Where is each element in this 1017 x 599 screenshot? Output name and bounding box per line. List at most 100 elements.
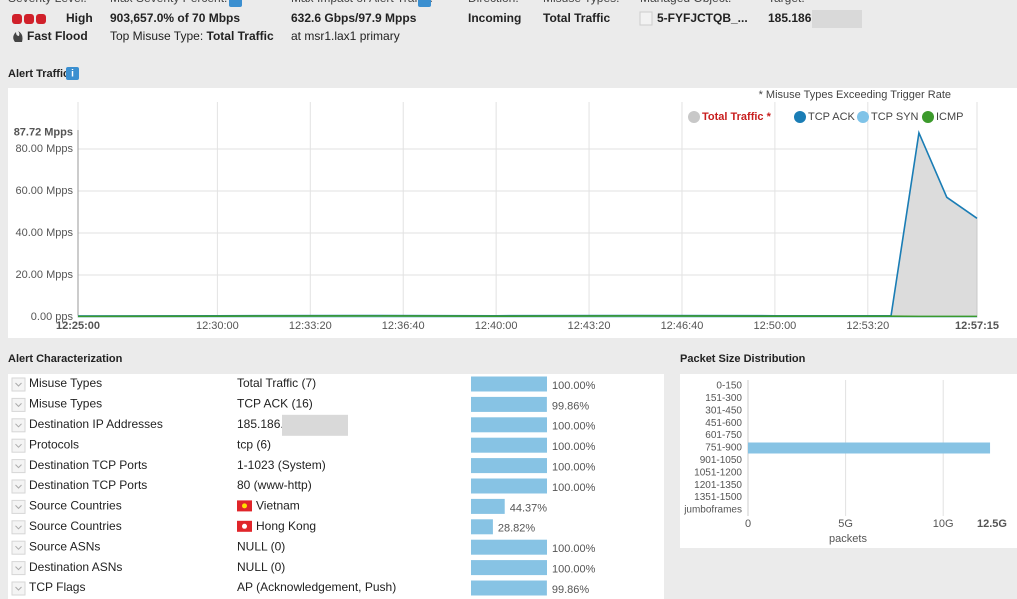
dropdown-button[interactable]	[11, 561, 26, 576]
dropdown-button[interactable]	[11, 418, 26, 433]
dropdown-caret	[15, 586, 22, 591]
severity-icon	[36, 14, 46, 24]
severity-icon	[12, 14, 22, 24]
field-label: Direction:	[468, 0, 519, 5]
redacted-box	[282, 414, 348, 436]
dropdown-caret	[15, 443, 22, 448]
row-type: Misuse Types	[29, 397, 102, 411]
row-type: Source Countries	[29, 519, 122, 533]
row-value: tcp (6)	[237, 437, 271, 451]
flag-emblem	[242, 503, 247, 509]
dropdown-button[interactable]	[11, 520, 26, 535]
dropdown-button[interactable]	[11, 397, 26, 412]
field-detail: Top Misuse Type: Total Traffic	[110, 29, 274, 43]
y-tick-label: 60.00 Mpps	[16, 185, 74, 197]
y-tick-label: 601-750	[705, 430, 742, 441]
percent-label: 99.86%	[552, 584, 590, 596]
packet-panel	[680, 374, 1017, 548]
field-label: Target:	[768, 0, 805, 5]
legend-label[interactable]: TCP ACK	[808, 111, 856, 123]
section-title: Packet Size Distribution	[680, 353, 806, 365]
dropdown-caret	[15, 566, 22, 571]
dropdown-caret	[15, 382, 22, 387]
percent-label: 100.00%	[552, 543, 596, 555]
legend-marker[interactable]	[794, 111, 806, 123]
percent-bar	[471, 396, 547, 412]
row-type: Destination ASNs	[29, 560, 122, 574]
percent-label: 44.37%	[510, 502, 548, 514]
percent-bar	[471, 560, 547, 576]
info-icon[interactable]	[229, 0, 242, 7]
row-type: Destination TCP Ports	[29, 478, 147, 492]
field-label: Max Severity Percent:	[110, 0, 227, 5]
detail-text: at msr1.lax1 primary	[291, 29, 400, 43]
legend-note: * Misuse Types Exceeding Trigger Rate	[759, 89, 951, 101]
y-tick-label: 80.00 Mpps	[16, 143, 74, 155]
section-title: Alert Traffic	[8, 68, 69, 80]
row-type: Source Countries	[29, 499, 122, 513]
percent-bar	[471, 498, 505, 514]
legend-marker[interactable]	[922, 111, 934, 123]
field-label: Max Impact of Alert Traffic:	[291, 0, 433, 5]
row-value: 1-1023 (System)	[237, 458, 326, 472]
row-type: Protocols	[29, 437, 79, 451]
dropdown-button[interactable]	[11, 479, 26, 494]
legend-label[interactable]: Total Traffic *	[702, 111, 772, 123]
x-tick-label: 12:53:20	[846, 320, 889, 332]
field-value: Total Traffic	[543, 11, 610, 25]
dropdown-button[interactable]	[639, 11, 653, 26]
detail-text: Top Misuse Type:	[110, 29, 203, 43]
y-tick-label: jumboframes	[683, 505, 742, 516]
detail-bold: Total Traffic	[207, 29, 274, 43]
dropdown-button[interactable]	[11, 581, 26, 596]
percent-label: 100.00%	[552, 564, 596, 576]
dropdown-button[interactable]	[11, 499, 26, 514]
dropdown-caret	[15, 525, 22, 530]
dropdown-button[interactable]	[11, 540, 26, 555]
y-tick-label: 1051-1200	[694, 467, 742, 478]
y-tick-label: 0.00 pps	[31, 311, 74, 323]
row-type: Misuse Types	[29, 376, 102, 390]
bar	[748, 442, 991, 454]
x-axis-label: packets	[829, 533, 867, 545]
severity-icon	[24, 14, 34, 24]
percent-bar	[471, 478, 547, 494]
legend-marker[interactable]	[857, 111, 869, 123]
info-icon[interactable]	[418, 0, 431, 7]
x-tick-label: 12:33:20	[289, 320, 332, 332]
row-type: Destination TCP Ports	[29, 458, 147, 472]
legend-label[interactable]: ICMP	[936, 111, 964, 123]
legend-marker[interactable]	[688, 111, 700, 123]
percent-bar	[471, 539, 547, 555]
row-value: NULL (0)	[237, 539, 285, 553]
x-tick-label: 12:36:40	[382, 320, 425, 332]
percent-label: 100.00%	[552, 482, 596, 494]
field-detail: Fast Flood	[27, 29, 88, 43]
x-tick-label: 12:57:15	[955, 320, 999, 332]
y-tick-label: 87.72 Mpps	[14, 127, 73, 139]
x-tick-label: 12:46:40	[661, 320, 704, 332]
dropdown-caret	[15, 484, 22, 489]
info-icon[interactable]	[66, 67, 79, 80]
flag-emblem	[242, 523, 247, 529]
percent-bar	[471, 376, 547, 392]
percent-bar	[471, 458, 547, 474]
row-type: TCP Flags	[29, 580, 85, 594]
dropdown-button[interactable]	[11, 377, 26, 392]
x-tick-label: 12:25:00	[56, 320, 100, 332]
x-tick-label: 5G	[838, 518, 853, 530]
dropdown-button[interactable]	[11, 438, 26, 453]
row-value: TCP ACK (16)	[237, 397, 313, 411]
y-tick-label: 40.00 Mpps	[16, 227, 74, 239]
field-value: 903,657.0% of 70 Mbps	[110, 11, 240, 25]
redacted-box	[812, 10, 862, 28]
percent-label: 99.86%	[552, 400, 590, 412]
field-label: Severity Level:	[8, 0, 87, 5]
x-tick-label: 12:50:00	[753, 320, 796, 332]
legend-label[interactable]: TCP SYN	[871, 111, 919, 123]
dropdown-button[interactable]	[11, 459, 26, 474]
field-value: 185.186	[768, 11, 812, 25]
y-tick-label: 451-600	[705, 418, 742, 429]
